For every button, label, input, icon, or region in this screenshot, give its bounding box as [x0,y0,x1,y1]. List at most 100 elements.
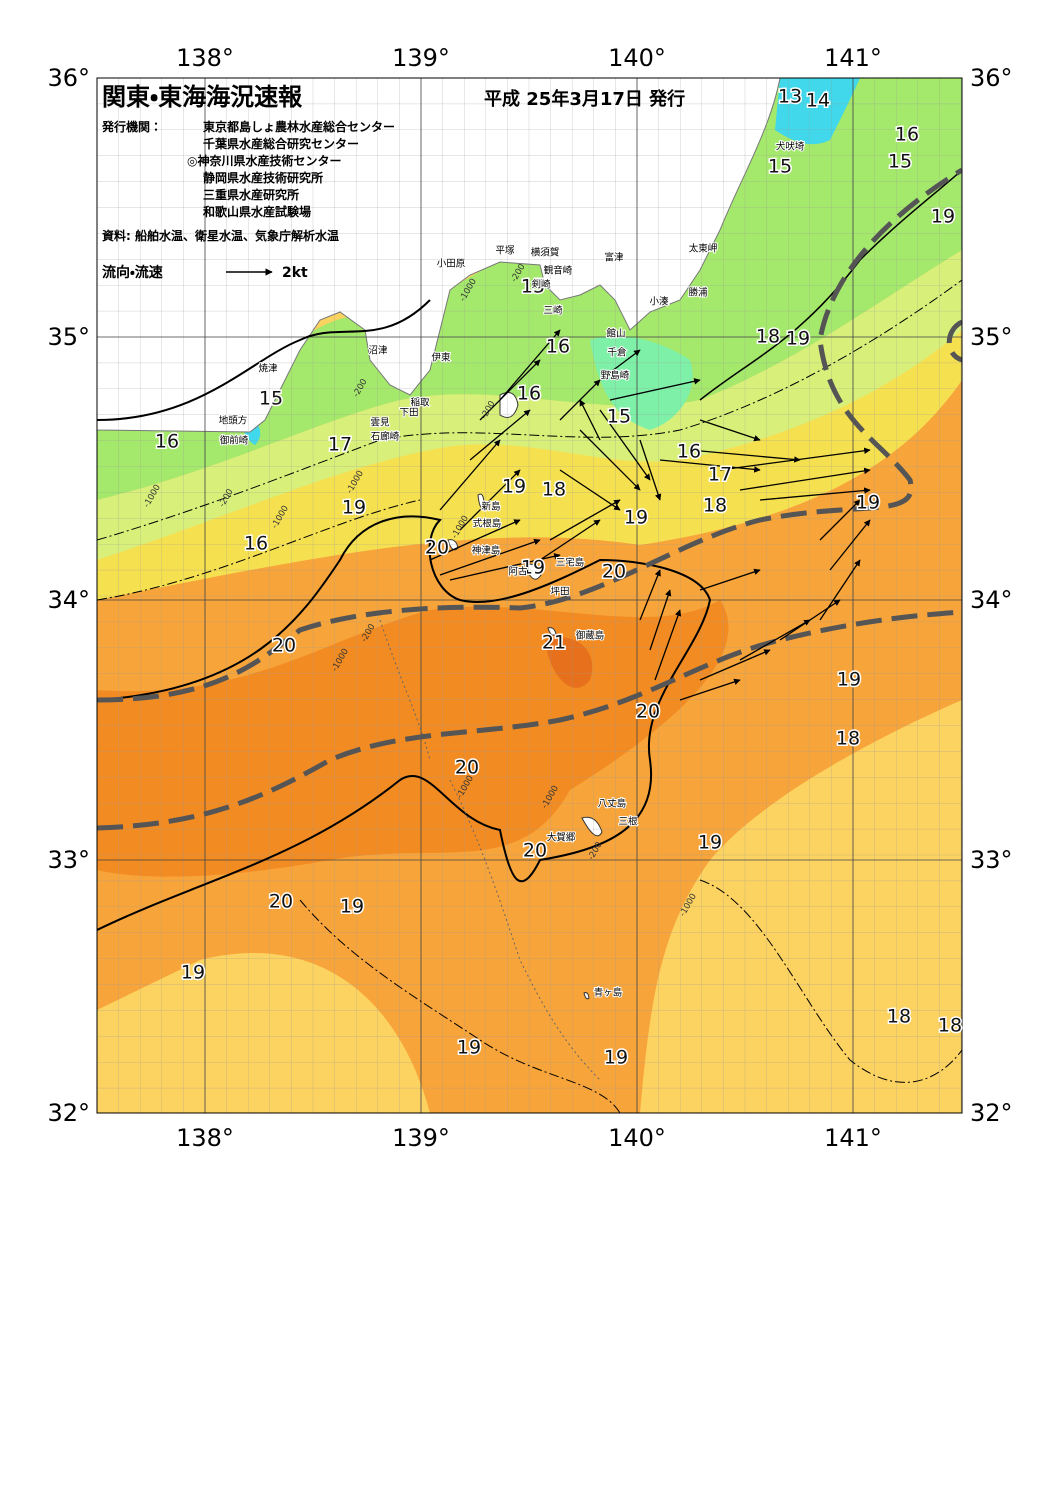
current-arrow [599,409,651,481]
lat-label: 33° [47,846,90,874]
lon-label: 139° [392,44,450,72]
isotherm-label: 16 [517,383,541,405]
isotherm-label: 20 [636,701,660,723]
issuer: 和歌山県水産試験場 [202,204,311,219]
issue-date: 平成 25年3月17日 発行 [484,88,685,110]
isotherm-label: 19 [698,832,722,854]
lon-label: 138° [176,44,234,72]
lon-label: 140° [608,1124,666,1152]
place-name: 平塚 [495,246,515,257]
sea-green [97,78,962,500]
current-arrow [739,467,871,491]
isotherm-label: 15 [607,406,631,428]
place-name: 沼津 [368,346,388,357]
current-arrow [719,447,871,471]
isotherm-label: 16 [677,441,701,463]
place-name: 石廊崎 [371,431,400,443]
current-arrow [479,359,541,421]
isotherm-label: 13 [778,86,802,108]
isotherm-label: 19 [624,507,648,529]
current-arrow [739,619,811,661]
place-name: 館山 [606,328,625,340]
lon-label: 139° [392,1124,450,1152]
lat-label: 33° [970,846,1013,874]
lat-label: 32° [47,1099,90,1127]
current-arrow [459,469,521,531]
issuers-label: 発行機関： [101,119,162,134]
isotherm-label: 16 [155,431,179,453]
map-frame [96,77,963,1114]
current-arrow [659,459,761,473]
lat-label: 35° [47,323,90,351]
isotherm-label: 19 [856,492,880,514]
place-name: 新島 [481,501,500,513]
current-arrow [639,439,662,501]
current-arrow [549,499,621,541]
issuer: ◎神奈川県水産技術センター [187,153,341,168]
current-arrow [649,589,672,651]
isotherm-label: 19 [340,896,364,918]
place-name: 御蔵島 [576,630,605,642]
isotherm-label: 18 [542,479,566,501]
place-name: 千倉 [607,348,627,359]
isotherm-label: 15 [768,156,792,178]
current-arrow [829,519,871,571]
legend-label: 流向・流速 [102,264,163,281]
current-arrow [429,519,521,561]
place-name: 伊東 [431,352,451,364]
isotherm-label: 21 [542,632,566,654]
place-name: 勝浦 [688,287,708,299]
isotherm-label: 15 [521,276,545,298]
isotherm-label: 20 [455,757,479,779]
lon-label: 138° [176,1124,234,1152]
issuer: 東京都島しょ農林水産総合センター [203,119,395,134]
sea-hot [545,637,593,688]
current-arrow [579,429,641,491]
current-arrow [609,378,701,401]
current-arrow [759,487,871,501]
isotherm-label: 17 [708,464,732,486]
isotherm-label: 19 [786,328,810,350]
isotherm-label: 19 [931,206,955,228]
isotherm-label: 20 [425,537,449,559]
place-name: 地頭方 [219,415,248,427]
lon-label: 141° [824,1124,882,1152]
current-arrow [699,568,761,591]
grid [97,78,962,1113]
map-body [97,78,962,1113]
place-name: 富津 [604,252,624,264]
place-name: 横須賀 [531,247,560,259]
place-name: 犬吠埼 [776,141,805,153]
isotherm-label: 20 [272,635,296,657]
isotherm-label: 19 [181,962,205,984]
isotherm-label: 19 [457,1037,481,1059]
current-arrow [439,538,541,576]
place-name: 大賀郷 [547,832,576,844]
current-arrow [819,499,861,541]
lat-label: 35° [970,323,1013,351]
place-name: 八丈島 [598,798,627,810]
current-arrow [699,649,771,681]
legend-speed: 2kt [282,265,308,281]
issuer: 千葉県水産総合研究センター [203,136,359,151]
isotherm-label: 18 [756,326,780,348]
isotherm-label: 18 [703,495,727,517]
lat-label: 32° [970,1099,1013,1127]
isotherm-label: 16 [244,533,268,555]
current-arrow [699,419,761,442]
isotherm-label: 19 [521,557,545,579]
place-name: 雲見 [370,418,390,429]
current-arrow [654,609,682,681]
isotherm-label: 15 [888,151,912,173]
current-arrow [599,349,641,381]
isotherm-label: 16 [546,336,570,358]
isotherm-label: 18 [887,1006,911,1028]
place-name: 小田原 [437,259,466,270]
sea-yellow [97,330,962,600]
place-name: 三宅島 [556,557,585,569]
isotherm-label: 15 [259,388,283,410]
current-arrows [429,329,871,701]
current-arrow [539,519,601,561]
lat-label: 34° [47,586,90,614]
